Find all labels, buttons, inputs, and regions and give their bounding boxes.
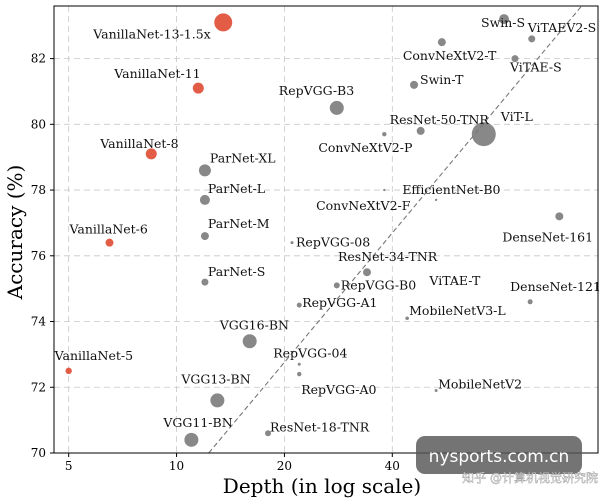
watermark-site-box [416, 436, 582, 474]
y-tick-label: 78 [31, 183, 46, 197]
point-resnet-34-tnr [363, 268, 372, 277]
label-repvgg-b3: RepVGG-B3 [279, 83, 354, 98]
plot-frame [53, 5, 599, 454]
label-vit-l: ViT-L [500, 109, 533, 124]
data-points [65, 13, 564, 447]
label-vitaev2-s: ViTAEV2-S [527, 20, 596, 35]
point-vanillanet-13-1-5x [214, 13, 233, 32]
point-repvgg-a1 [296, 302, 302, 308]
watermark-site: nysports.com.cn [416, 436, 582, 474]
point-repvgg-b3 [329, 100, 344, 115]
point-vgg11-bn [184, 432, 199, 447]
point-vgg16-bn [242, 334, 257, 349]
label-repvgg-04: RepVGG-04 [273, 345, 347, 360]
point-parnet-m [200, 232, 209, 241]
point-vitaev2-s [528, 35, 536, 43]
label-vgg11-bn: VGG11-BN [162, 415, 232, 430]
point-repvgg-b0 [333, 282, 340, 289]
point-vanillanet-8 [145, 148, 157, 160]
y-tick-label: 70 [31, 446, 46, 460]
label-parnet-m: ParNet-M [208, 216, 270, 231]
trend-line [208, 5, 583, 454]
label-efficientnet-b0: EfficientNet-B0 [402, 182, 500, 197]
label-vanillanet-6: VanillaNet-6 [69, 222, 148, 237]
label-vanillanet-13-1-5x: VanillaNet-13-1.5x [92, 26, 210, 41]
point-densenet-121 [527, 299, 533, 305]
point-vitae-t [454, 277, 457, 281]
axis-ticks: 5 10 20 40 70 72 74 76 78 80 82 [31, 52, 400, 473]
trend-line-group [208, 5, 583, 454]
label-swin-t: Swin-T [420, 72, 464, 87]
point-mobilenetv2 [434, 389, 438, 393]
point-repvgg-04 [297, 362, 301, 366]
label-repvgg-a0: RepVGG-A0 [301, 382, 376, 397]
point-vgg13-bn [210, 393, 225, 408]
point-convnextv2-f [434, 198, 438, 202]
label-vgg13-bn: VGG13-BN [180, 371, 250, 386]
y-axis-label: Accuracy (%) [3, 165, 27, 301]
x-tick-label: 40 [385, 459, 400, 473]
label-resnet-18-tnr: ResNet-18-TNR [270, 419, 370, 434]
point-vanillanet-11 [192, 82, 204, 94]
point-parnet-xl [198, 164, 211, 177]
point-repvgg-a0 [297, 371, 302, 377]
label-convnextv2-t: ConvNeXtV2-T [403, 48, 497, 63]
point-mobilenetv3-l [405, 316, 409, 321]
y-tick-label: 76 [31, 249, 46, 263]
label-parnet-xl: ParNet-XL [210, 150, 276, 165]
label-mobilenetv2: MobileNetV2 [438, 377, 522, 392]
label-repvgg-a1: RepVGG-A1 [302, 295, 377, 310]
y-tick-label: 74 [31, 315, 47, 329]
label-vitae-s: ViTAE-S [509, 60, 562, 75]
point-convnextv2-t [437, 38, 446, 47]
point-parnet-l [199, 194, 210, 205]
label-repvgg-b0: RepVGG-B0 [341, 277, 416, 292]
label-densenet-161: DenseNet-161 [502, 229, 593, 244]
point-convnextv2-p [382, 131, 387, 137]
label-vanillanet-8: VanillaNet-8 [99, 136, 178, 151]
point-repvgg-08 [290, 241, 294, 245]
watermark-chinese-text: 知乎 @计算机视觉研究院 [462, 470, 598, 485]
point-vanillanet-5 [65, 367, 72, 375]
point-vanillanet-6 [105, 238, 114, 247]
point-densenet-161 [555, 212, 564, 221]
point-labels: VanillaNet-13-1.5x VanillaNet-11 VanillaNe… [54, 15, 601, 434]
label-mobilenetv3-l: MobileNetV3-L [409, 303, 506, 318]
point-vit-l [471, 122, 496, 147]
label-vanillanet-11: VanillaNet-11 [113, 66, 200, 81]
x-tick-label: 5 [65, 459, 73, 473]
x-tick-label: 20 [277, 459, 292, 473]
y-tick-label: 72 [31, 380, 46, 394]
label-convnextv2-f: ConvNeXtV2-F [316, 198, 411, 213]
point-vitae-s [511, 55, 519, 63]
point-efficientnet-b0 [383, 188, 386, 192]
y-tick-label: 80 [31, 117, 46, 131]
x-tick-label: 10 [169, 459, 184, 473]
label-densenet-121: DenseNet-121 [510, 279, 601, 294]
label-parnet-l: ParNet-L [208, 181, 265, 196]
label-swin-s: Swin-S [481, 15, 525, 30]
label-repvgg-08: RepVGG-08 [296, 235, 370, 250]
label-vitae-t: ViTAE-T [428, 273, 481, 288]
point-parnet-s [201, 278, 209, 286]
label-vgg16-bn: VGG16-BN [219, 317, 289, 332]
watermark-site-text: nysports.com.cn [429, 447, 570, 467]
point-swin-s [499, 14, 510, 25]
y-tick-label: 82 [31, 52, 46, 66]
label-resnet-50-tnr: ResNet-50-TNR [390, 112, 490, 127]
point-resnet-18-tnr [265, 430, 272, 437]
label-parnet-s: ParNet-S [208, 264, 265, 279]
x-axis-label: Depth (in log scale) [223, 474, 421, 498]
label-convnextv2-p: ConvNeXtV2-P [318, 140, 412, 155]
point-swin-t [410, 80, 419, 89]
label-vanillanet-5: VanillaNet-5 [54, 348, 133, 363]
label-resnet-34-tnr: ResNet-34-TNR [338, 249, 438, 264]
point-resnet-50-tnr [416, 126, 425, 135]
